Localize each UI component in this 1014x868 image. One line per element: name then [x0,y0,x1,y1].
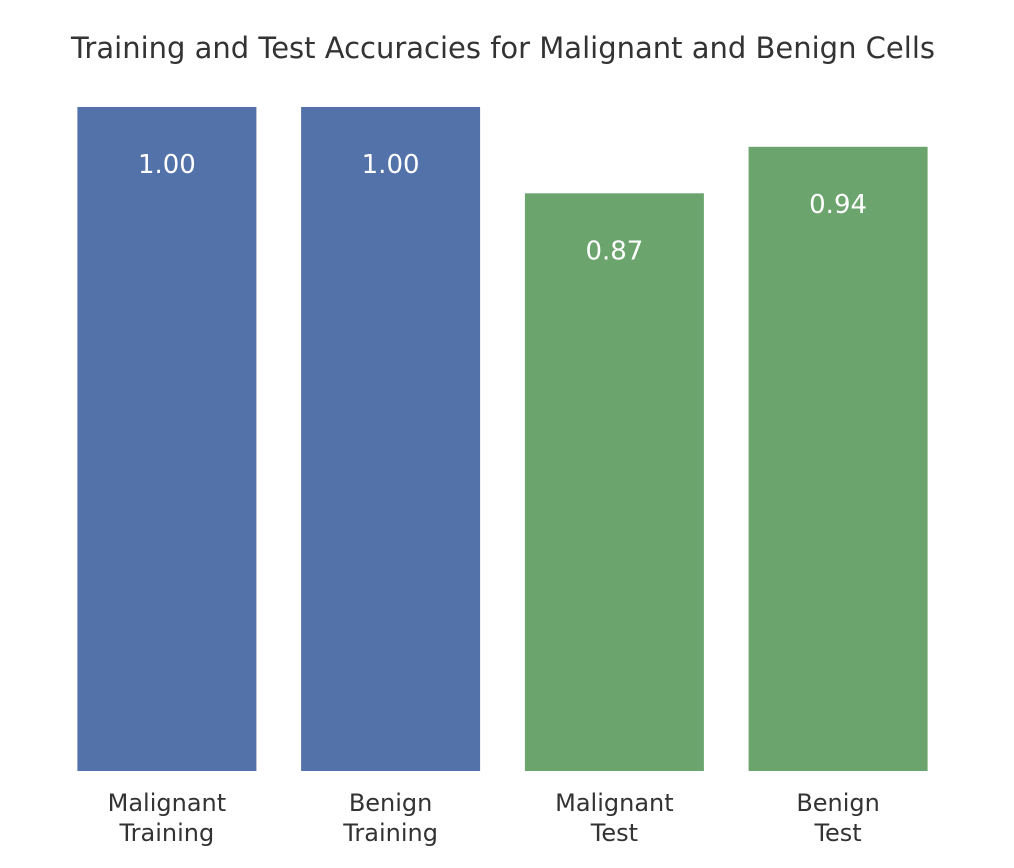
x-tick-label-3-line-1: Test [813,819,861,847]
x-tick-label-1-line-1: Training [342,819,438,847]
x-tick-label-0-line-1: Training [119,819,215,847]
bar-1 [301,107,481,771]
bar-3 [748,146,928,772]
value-label-0: 1.00 [138,150,196,180]
x-tick-label-3-line-0: Benign [796,789,880,817]
value-labels-group: 1.00 1.00 0.87 0.94 [138,150,867,266]
x-tick-label-2-line-0: Malignant [555,789,674,817]
x-tick-label-1-line-0: Benign [349,789,433,817]
x-tick-label-0-line-0: Malignant [108,789,227,817]
chart-title: Training and Test Accuracies for Maligna… [70,31,935,65]
bars-group [77,107,928,772]
bar-0 [77,107,257,771]
x-tick-labels-group: MalignantTrainingBenignTrainingMalignant… [108,789,880,847]
value-label-1: 1.00 [362,150,420,180]
bar-2 [524,193,704,772]
value-label-2: 0.87 [585,236,643,266]
x-tick-label-2-line-1: Test [590,819,638,847]
value-label-3: 0.94 [809,190,867,220]
